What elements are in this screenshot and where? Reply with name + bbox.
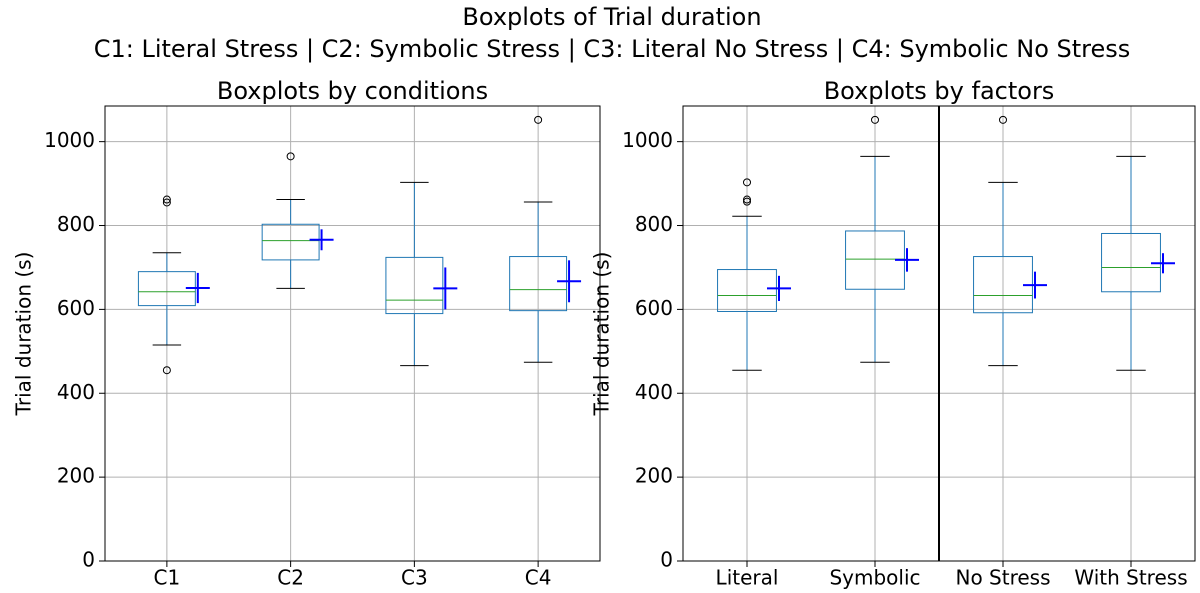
outlier [162, 366, 171, 375]
y-tick-label: 200 [635, 464, 673, 488]
y-tick-label: 1000 [622, 128, 673, 152]
figure-subtitle: C1: Literal Stress | C2: Symbolic Stress… [94, 35, 1131, 63]
y-tick-label: 400 [635, 380, 673, 404]
x-tick-label: Literal [716, 566, 779, 590]
y-tick-label: 400 [57, 380, 95, 404]
box [385, 256, 444, 315]
y-tick-label: 800 [635, 212, 673, 236]
subplot-title: Boxplots by conditions [217, 77, 488, 105]
outlier [534, 115, 543, 124]
outlier [743, 195, 751, 204]
y-tick-label: 600 [635, 296, 673, 320]
y-axis-label: Trial duration (s) [12, 252, 36, 417]
x-tick-label: C1 [154, 566, 181, 590]
outlier [999, 115, 1007, 124]
outlier [871, 115, 879, 124]
outlier [743, 197, 751, 206]
figure-title: Boxplots of Trial duration [462, 3, 761, 31]
box [261, 223, 320, 261]
outlier [743, 178, 751, 187]
subplot: Boxplots by factors Trial duration (s) 0 20… [590, 77, 1196, 590]
x-tick-label: Symbolic [829, 566, 920, 590]
box [509, 256, 568, 312]
subplot-title: Boxplots by factors [824, 77, 1055, 105]
y-tick-label: 600 [57, 296, 95, 320]
outlier [286, 152, 295, 161]
x-tick-label: C2 [277, 566, 304, 590]
x-tick-label: No Stress [955, 566, 1050, 590]
x-tick-label: With Stress [1074, 566, 1187, 590]
box [717, 269, 777, 312]
axes-frame [104, 105, 601, 562]
y-tick-label: 0 [82, 548, 95, 572]
x-tick-label: C3 [401, 566, 428, 590]
y-tick-label: 0 [660, 548, 673, 572]
outlier [162, 198, 171, 207]
x-tick-label: C4 [525, 566, 552, 590]
y-tick-label: 1000 [44, 128, 95, 152]
y-axis-label: Trial duration (s) [590, 252, 614, 417]
subplot: Boxplots by conditions Trial duration (s)… [12, 77, 601, 590]
y-tick-label: 800 [57, 212, 95, 236]
axes-frame [682, 105, 1196, 562]
outlier [162, 195, 171, 204]
y-tick-label: 200 [57, 464, 95, 488]
